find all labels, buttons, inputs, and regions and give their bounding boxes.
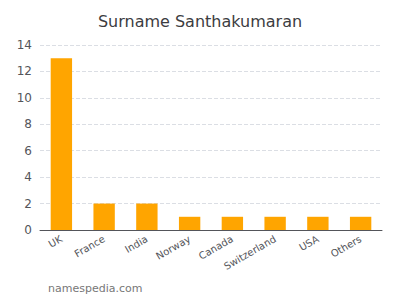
svg-text:India: India — [123, 233, 150, 255]
svg-text:8: 8 — [24, 117, 32, 131]
svg-text:2: 2 — [24, 197, 32, 211]
svg-text:14: 14 — [17, 38, 32, 52]
svg-text:Switzerland: Switzerland — [222, 233, 278, 272]
svg-text:UK: UK — [47, 233, 65, 250]
svg-text:6: 6 — [24, 144, 32, 158]
svg-text:USA: USA — [297, 233, 321, 253]
svg-text:12: 12 — [17, 64, 32, 78]
svg-text:0: 0 — [24, 223, 32, 237]
svg-text:Surname Santhakumaran: Surname Santhakumaran — [98, 12, 302, 31]
svg-text:Canada: Canada — [196, 233, 236, 262]
svg-text:France: France — [73, 233, 107, 259]
svg-text:Norway: Norway — [154, 233, 192, 262]
svg-text:Others: Others — [329, 233, 364, 259]
svg-text:namespedia.com: namespedia.com — [48, 282, 142, 295]
svg-text:10: 10 — [17, 91, 32, 105]
svg-text:4: 4 — [24, 170, 32, 184]
